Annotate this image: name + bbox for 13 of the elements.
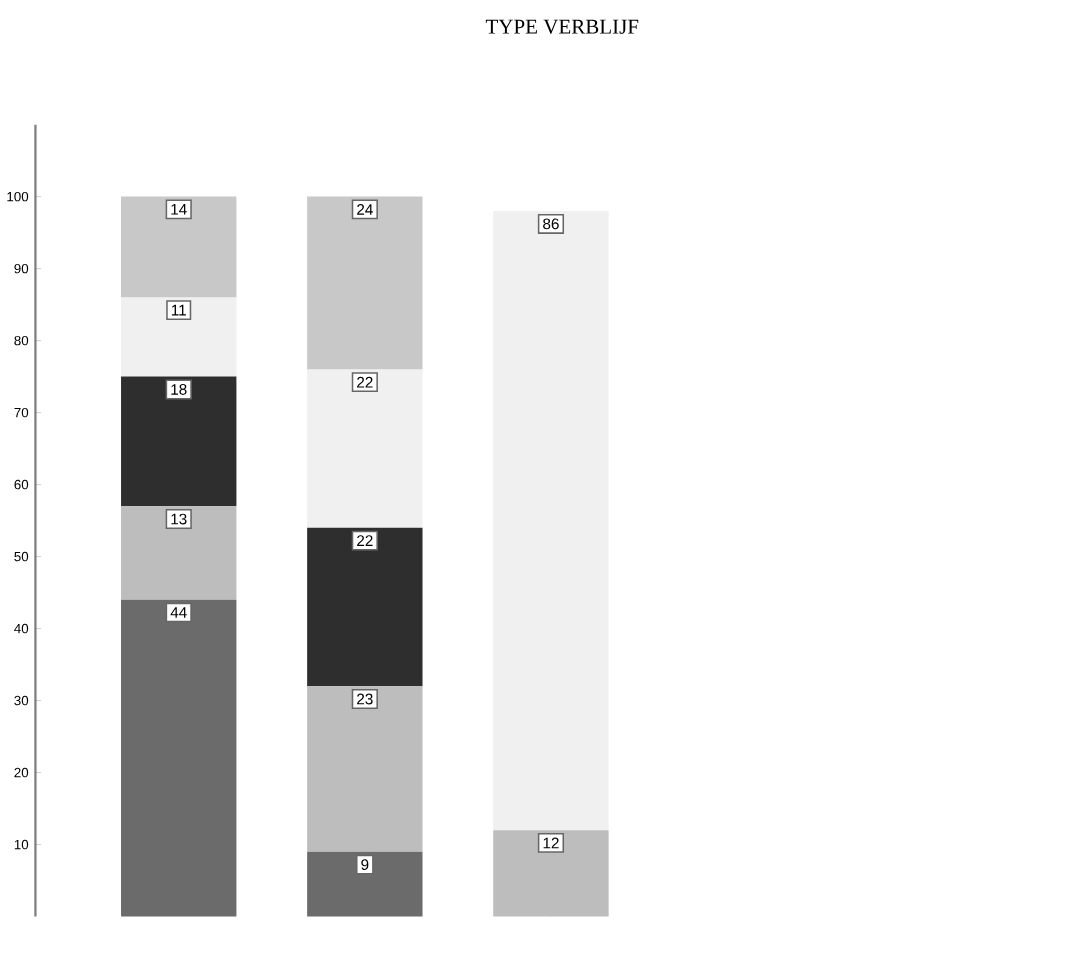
bar bbox=[307, 527, 423, 687]
bar bbox=[493, 830, 609, 917]
bar bbox=[493, 210, 609, 831]
bar bbox=[307, 369, 423, 528]
bar bbox=[121, 196, 237, 298]
chart-title: TYPE VERBLIJF bbox=[485, 19, 639, 34]
bar bbox=[121, 376, 237, 507]
bar bbox=[121, 599, 237, 917]
bar bbox=[121, 297, 237, 377]
bar bbox=[121, 506, 237, 600]
bar bbox=[307, 686, 423, 852]
bar bbox=[307, 851, 423, 917]
bar bbox=[307, 196, 423, 370]
